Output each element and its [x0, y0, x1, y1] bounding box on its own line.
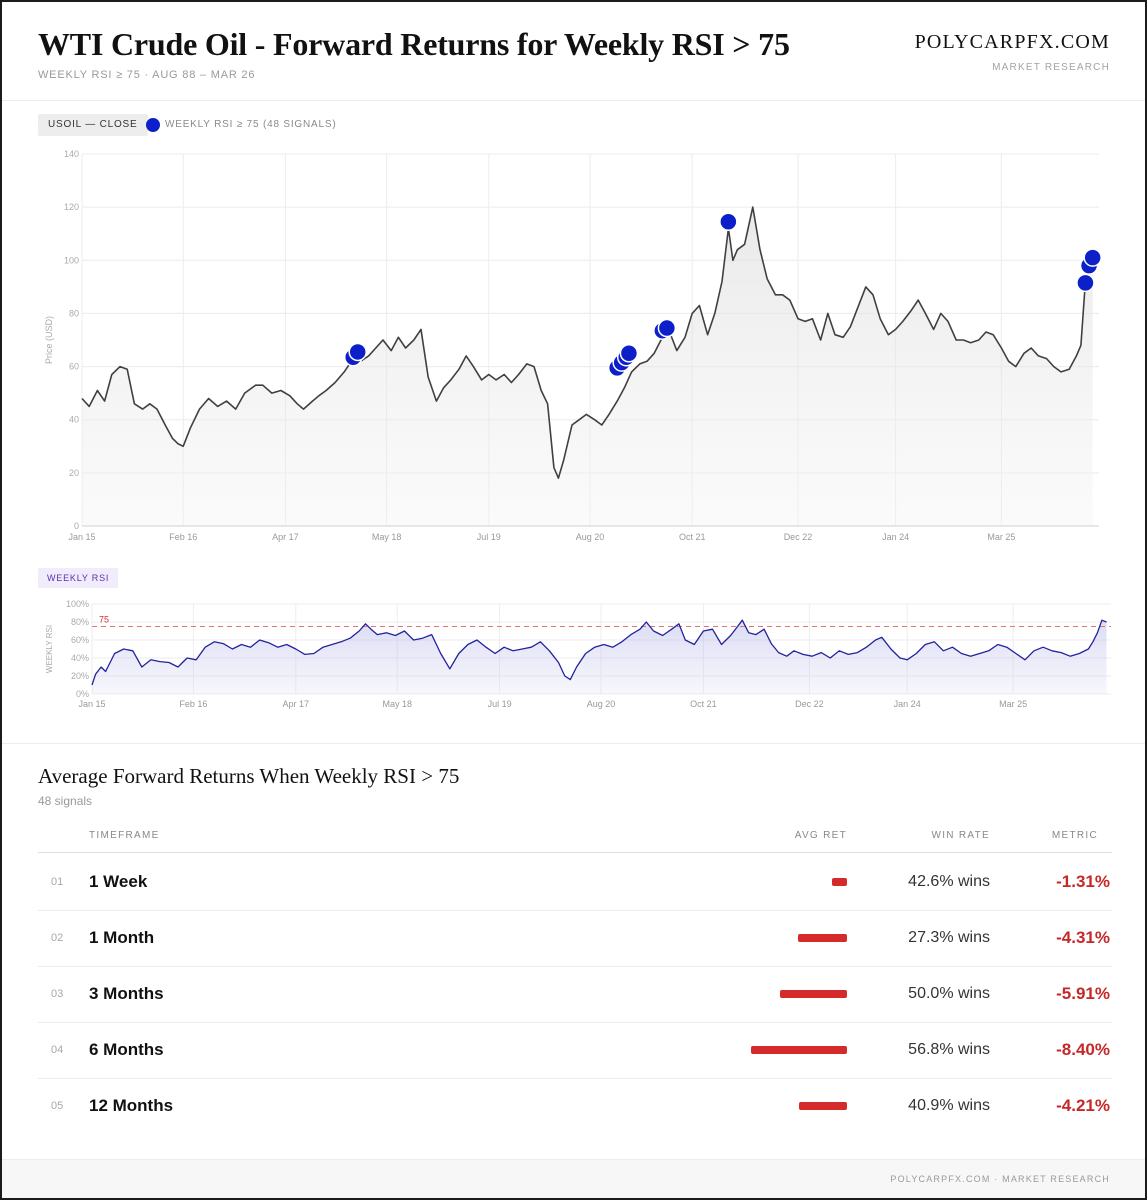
row-win-rate: 27.3% wins — [908, 929, 990, 946]
footer: POLYCARPFX.COM · MARKET RESEARCH — [2, 1159, 1145, 1198]
legend-signal-dot-icon — [146, 118, 160, 132]
row-index: 01 — [51, 876, 64, 888]
row-index: 02 — [51, 932, 64, 944]
signal-dot — [1083, 248, 1102, 267]
header-win-rate: WIN RATE — [931, 830, 990, 841]
rsi-threshold-label: 75 — [99, 615, 109, 625]
rsi-tick-label: 80% — [71, 617, 89, 627]
rsi-x-tick-label: Aug 20 — [587, 699, 616, 709]
x-tick-label: Oct 21 — [679, 532, 706, 542]
rsi-tick-label: 40% — [71, 653, 89, 663]
rsi-x-tick-label: Dec 22 — [795, 699, 824, 709]
x-tick-label: Apr 17 — [272, 532, 299, 542]
legend-signal-label: WEEKLY RSI ≥ 75 (48 SIGNALS) — [165, 119, 337, 130]
avg-return-bar — [832, 878, 847, 886]
table-subtitle: 48 signals — [38, 794, 93, 808]
y-tick-label: 100 — [64, 255, 79, 265]
x-tick-label: Feb 16 — [169, 532, 197, 542]
price-area — [82, 207, 1093, 526]
y-axis-label: Price (USD) — [44, 316, 54, 364]
price-chart: 0 20 40 60 80 100 120 140 Jan 15 Feb 16 Apr 17 May … — [44, 149, 1102, 542]
header: WTI Crude Oil - Forward Returns for Week… — [2, 2, 1145, 101]
row-index: 04 — [51, 1044, 64, 1056]
row-timeframe: 12 Months — [89, 1096, 174, 1115]
rsi-tick-label: 60% — [71, 635, 89, 645]
rsi-x-tick-label: May 18 — [382, 699, 412, 709]
table-header: TIMEFRAME AVG RET WIN RATE METRIC — [38, 822, 1112, 853]
signal-dot — [719, 212, 738, 232]
row-metric: -1.31% — [1056, 872, 1110, 891]
x-tick-label: Mar 25 — [987, 532, 1015, 542]
y-tick-label: 140 — [64, 149, 79, 159]
rsi-line — [91, 619, 1107, 686]
avg-return-bar — [779, 990, 847, 998]
row-timeframe: 6 Months — [89, 1040, 164, 1059]
rsi-x-tick-label: Apr 17 — [283, 699, 310, 709]
signal-dot — [1076, 273, 1095, 293]
rsi-tick-label: 100% — [66, 599, 89, 609]
rsi-x-tick-label: Jan 24 — [894, 699, 921, 709]
table-row: 01 1 Week 42.6% wins -1.31% — [38, 854, 1112, 911]
table-title: Average Forward Returns When Weekly RSI … — [38, 764, 460, 788]
footer-text: POLYCARPFX.COM · MARKET RESEARCH — [890, 1174, 1110, 1184]
rsi-tick-label: 0% — [76, 689, 89, 699]
rsi-tick-label: 20% — [71, 671, 89, 681]
rsi-x-tick-label: Jan 15 — [78, 699, 105, 709]
row-win-rate: 42.6% wins — [908, 873, 990, 890]
x-tick-label: Aug 20 — [576, 532, 605, 542]
x-tick-label: Jan 15 — [68, 532, 95, 542]
avg-return-bar — [797, 934, 847, 942]
row-timeframe: 1 Week — [89, 872, 148, 891]
signal-dot — [348, 342, 367, 362]
row-index: 03 — [51, 988, 64, 1000]
rsi-x-tick-label: Feb 16 — [179, 699, 207, 709]
row-win-rate: 40.9% wins — [908, 1097, 990, 1114]
avg-return-bar — [751, 1046, 847, 1054]
table-row: 04 6 Months 56.8% wins -8.40% — [38, 1022, 1112, 1079]
legend-series-chip: USOIL — CLOSE — [38, 114, 148, 136]
rsi-panel-tag: WEEKLY RSI — [38, 568, 119, 588]
rsi-chart: 0% 20% 40% 60% 80% 100% Jan 15 Feb 16 Apr 17 May … — [45, 599, 1111, 709]
price-line — [81, 206, 1094, 479]
row-timeframe: 3 Months — [89, 984, 164, 1003]
y-tick-label: 40 — [69, 415, 79, 425]
header-metric: METRIC — [1051, 830, 1098, 841]
row-metric: -4.21% — [1056, 1096, 1110, 1115]
rsi-area — [92, 620, 1107, 694]
rsi-x-tick-label: Mar 25 — [999, 699, 1027, 709]
rsi-x-tick-label: Jul 19 — [488, 699, 512, 709]
rsi-x-tick-label: Oct 21 — [690, 699, 717, 709]
section-divider — [2, 743, 1145, 744]
signal-dot — [619, 344, 639, 363]
brand-tagline: MARKET RESEARCH — [992, 62, 1110, 73]
rsi-axis-label: WEEKLY RSI — [45, 625, 54, 673]
table-row: 03 3 Months 50.0% wins -5.91% — [38, 966, 1112, 1023]
row-metric: -5.91% — [1056, 984, 1110, 1003]
row-timeframe: 1 Month — [89, 928, 155, 947]
header-avg-ret: AVG RET — [794, 830, 847, 841]
y-tick-label: 80 — [69, 308, 79, 318]
row-metric: -4.31% — [1056, 928, 1110, 947]
x-tick-label: Dec 22 — [784, 532, 813, 542]
table-row: 05 12 Months 40.9% wins -4.21% — [38, 1078, 1112, 1134]
y-tick-label: 0 — [74, 521, 79, 531]
signal-dot — [657, 318, 677, 338]
page-subtitle: WEEKLY RSI ≥ 75 · AUG 88 – MAR 26 — [38, 69, 256, 81]
page-title: WTI Crude Oil - Forward Returns for Week… — [38, 26, 790, 62]
x-tick-label: May 18 — [372, 532, 402, 542]
row-index: 05 — [51, 1100, 64, 1112]
x-tick-label: Jan 24 — [882, 532, 909, 542]
y-tick-label: 120 — [64, 202, 79, 212]
row-win-rate: 50.0% wins — [908, 985, 990, 1002]
y-tick-label: 20 — [69, 468, 79, 478]
x-tick-label: Jul 19 — [477, 532, 501, 542]
row-metric: -8.40% — [1056, 1040, 1110, 1059]
header-timeframe: TIMEFRAME — [89, 830, 160, 841]
row-win-rate: 56.8% wins — [908, 1041, 990, 1058]
table-row: 02 1 Month 27.3% wins -4.31% — [38, 910, 1112, 967]
y-tick-label: 60 — [69, 362, 79, 372]
avg-return-bar — [798, 1102, 847, 1110]
brand-name: POLYCARPFX.COM — [914, 31, 1110, 53]
